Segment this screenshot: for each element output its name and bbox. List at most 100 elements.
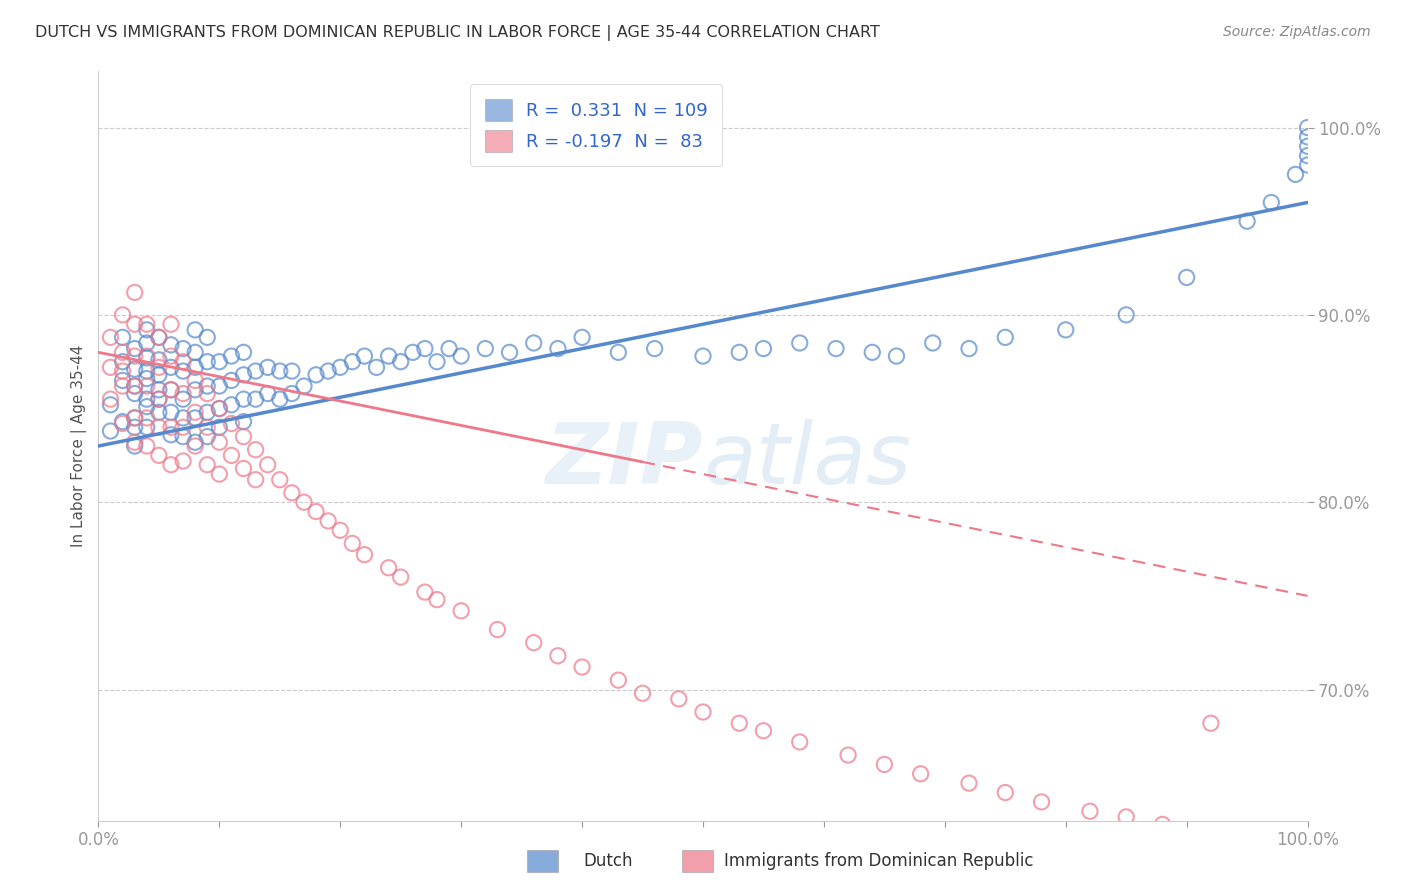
Point [305,505,328,519]
Point [232,392,254,407]
Point [124,318,146,332]
Point [172,392,194,407]
Point [124,285,146,300]
Point [160,420,183,434]
Point [172,342,194,356]
Point [668,692,690,706]
Point [994,786,1017,800]
Point [184,405,207,419]
Point [1296,139,1319,153]
Point [728,345,751,359]
Point [208,379,231,393]
Point [221,374,243,388]
Point [1199,716,1222,731]
Point [160,349,183,363]
Point [571,330,593,344]
Point [752,342,775,356]
Point [426,355,449,369]
Point [232,415,254,429]
Point [886,349,908,363]
Point [1152,817,1174,831]
Point [631,686,654,700]
Point [195,355,218,369]
Point [389,355,412,369]
Point [135,351,157,365]
Point [148,392,170,407]
Point [837,748,859,763]
Point [124,379,146,393]
Text: DUTCH VS IMMIGRANTS FROM DOMINICAN REPUBLIC IN LABOR FORCE | AGE 35-44 CORRELATI: DUTCH VS IMMIGRANTS FROM DOMINICAN REPUB… [35,25,880,41]
Point [1031,795,1053,809]
Point [256,386,278,401]
Point [135,379,157,393]
Point [281,486,304,500]
Point [1296,149,1319,163]
Point [789,336,811,351]
Point [148,352,170,367]
Point [160,405,183,419]
Point [135,400,157,414]
Point [184,383,207,397]
Text: Dutch: Dutch [583,852,633,870]
Point [135,364,157,378]
Point [437,342,460,356]
Point [1115,308,1137,322]
Point [921,336,943,351]
Point [377,349,399,363]
Point [728,716,751,731]
Point [184,435,207,450]
Point [523,336,546,351]
Point [232,430,254,444]
Point [124,435,146,450]
Text: ZIP: ZIP [546,419,703,502]
Point [413,585,436,599]
Point [160,383,183,397]
Point [498,345,520,359]
Point [825,342,848,356]
Point [342,536,364,550]
Point [111,374,134,388]
Point [1175,270,1198,285]
Point [148,392,170,407]
Point [316,364,339,378]
Point [221,417,243,431]
Point [232,345,254,359]
Point [124,386,146,401]
Point [111,379,134,393]
Y-axis label: In Labor Force | Age 35-44: In Labor Force | Age 35-44 [72,345,87,547]
Point [208,401,231,416]
Point [221,449,243,463]
Point [124,439,146,453]
Point [111,417,134,431]
Point [208,420,231,434]
Point [329,524,352,538]
Point [607,673,630,688]
Point [644,342,666,356]
Point [366,360,388,375]
Point [208,355,231,369]
Legend: R =  0.331  N = 109, R = -0.197  N =  83: R = 0.331 N = 109, R = -0.197 N = 83 [470,84,723,166]
Point [195,405,218,419]
Point [1236,214,1258,228]
Point [281,364,304,378]
Point [1260,195,1282,210]
Point [160,427,183,442]
Point [135,392,157,407]
Text: Source: ZipAtlas.com: Source: ZipAtlas.com [1223,25,1371,39]
Point [1296,158,1319,172]
Point [221,349,243,363]
Point [486,623,509,637]
Point [195,386,218,401]
Point [232,368,254,382]
Point [1296,120,1319,135]
Point [413,342,436,356]
Point [860,345,883,359]
Point [135,420,157,434]
Point [256,360,278,375]
Point [124,411,146,425]
Point [135,371,157,385]
Point [208,467,231,482]
Point [873,757,896,772]
Point [305,368,328,382]
Point [450,604,472,618]
